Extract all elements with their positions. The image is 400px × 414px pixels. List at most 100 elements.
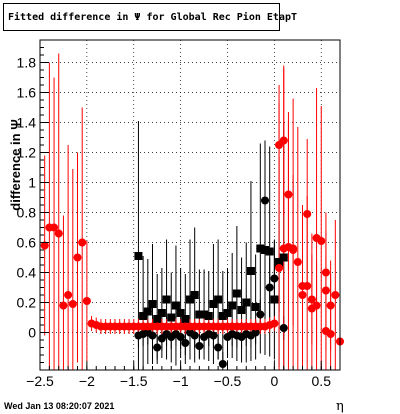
data-point-square [204, 312, 213, 320]
data-point-circle [68, 300, 77, 308]
y-tick-label: 1.8 [17, 55, 37, 71]
data-point-circle [153, 343, 162, 352]
data-point-circle [190, 331, 199, 340]
y-tick-label: 0.8 [17, 205, 37, 221]
data-point-circle [312, 301, 321, 310]
data-point-circle [256, 310, 265, 319]
data-point-square [134, 252, 143, 260]
y-axis-label: difference in Ψ [8, 119, 23, 210]
data-point-square [186, 295, 194, 304]
data-point-circle [270, 274, 279, 283]
data-point-circle [279, 324, 288, 332]
data-point-square [275, 258, 284, 266]
x-tick-label: −1.5 [120, 373, 148, 389]
data-point-square [223, 309, 232, 317]
data-point-circle [321, 268, 330, 277]
chart-title: Fitted difference in Ψ for Global Rec Pi… [3, 3, 297, 31]
data-point-circle [148, 331, 157, 340]
data-point-square [214, 295, 223, 304]
data-point-square [190, 291, 199, 299]
data-point-square [157, 309, 166, 317]
data-point-square [242, 298, 251, 307]
y-axis: 0 0.2 0.4 0.6 0.8 1 1.2 1.4 1.6 1.8 [17, 47, 49, 363]
data-point-circle [303, 210, 312, 218]
data-point-circle [195, 342, 204, 350]
data-point-square [181, 315, 190, 323]
data-point-circle [298, 291, 307, 299]
data-point-square [148, 300, 157, 308]
data-point-circle [73, 253, 82, 262]
data-point-circle [326, 330, 335, 338]
x-tick-label: 0.5 [312, 373, 332, 389]
data-point-circle [293, 258, 302, 266]
y-tick-label: 1 [28, 175, 36, 191]
data-point-square [218, 312, 227, 320]
data-point-square [200, 310, 209, 319]
timestamp: Wed Jan 13 08:20:07 2021 [4, 401, 115, 411]
y-tick-label: 0.2 [17, 295, 37, 311]
data-point-square [195, 310, 204, 319]
y-tick-label: 1.2 [17, 145, 37, 161]
data-point-circle [214, 343, 223, 352]
data-point-square [162, 295, 171, 304]
data-point-circle [331, 291, 340, 299]
data-point-circle [176, 333, 185, 341]
y-tick-label: 0.4 [17, 265, 37, 281]
data-markers [40, 136, 344, 368]
data-point-circle [265, 283, 274, 292]
data-point-circle [82, 297, 91, 305]
data-point-circle [251, 328, 260, 337]
data-point-circle [261, 196, 269, 205]
data-point-square [270, 295, 279, 304]
data-point-square [176, 309, 185, 317]
data-point-square [256, 244, 265, 253]
x-axis-label: η [336, 399, 344, 414]
data-point-circle [209, 331, 218, 340]
x-tick-label: −2.5 [26, 373, 54, 389]
error-bars [40, 53, 344, 370]
data-point-circle [321, 286, 330, 295]
data-point-circle [298, 282, 307, 290]
data-point-square [261, 246, 269, 254]
data-point-circle [54, 229, 63, 238]
data-point-circle [40, 241, 49, 250]
x-tick-label: −2 [79, 373, 95, 389]
data-point-square [265, 247, 274, 256]
data-point-circle [181, 339, 190, 347]
data-point-circle [270, 319, 279, 328]
data-point-circle [64, 291, 73, 299]
y-tick-label: 1.4 [17, 115, 37, 131]
data-point-square [232, 289, 241, 298]
data-point-circle [279, 136, 288, 145]
data-point-circle [50, 223, 59, 232]
data-point-square [143, 307, 152, 316]
data-point-circle [59, 301, 68, 310]
data-point-square [251, 303, 260, 311]
x-tick-label: −1 [173, 373, 189, 389]
data-point-square [139, 312, 148, 320]
chart-title-text: Fitted difference in Ψ for Global Rec Pi… [8, 11, 297, 23]
x-tick-label: 0 [270, 373, 278, 389]
data-point-circle [326, 301, 335, 310]
y-tick-label: 1.6 [17, 85, 37, 101]
y-tick-label: 0.6 [17, 235, 37, 251]
data-point-square [279, 253, 288, 262]
x-axis: −2.5 −2 −1.5 −1 −0.5 0 0.5 [26, 361, 341, 389]
x-tick-label: −0.5 [214, 373, 242, 389]
data-point-square [153, 315, 162, 323]
data-point-circle [289, 246, 298, 254]
data-point-square [228, 301, 237, 310]
data-point-circle [307, 295, 316, 304]
data-point-square [237, 306, 246, 314]
data-point-circle [78, 238, 87, 247]
data-point-square [209, 300, 218, 308]
data-point-square [167, 313, 176, 322]
data-point-circle [218, 360, 227, 368]
y-tick-label: 0 [28, 325, 36, 341]
data-point-circle [317, 237, 326, 245]
data-point-square [246, 267, 255, 275]
data-point-square [171, 301, 180, 310]
data-point-circle [284, 190, 293, 199]
data-point-circle [275, 264, 284, 272]
